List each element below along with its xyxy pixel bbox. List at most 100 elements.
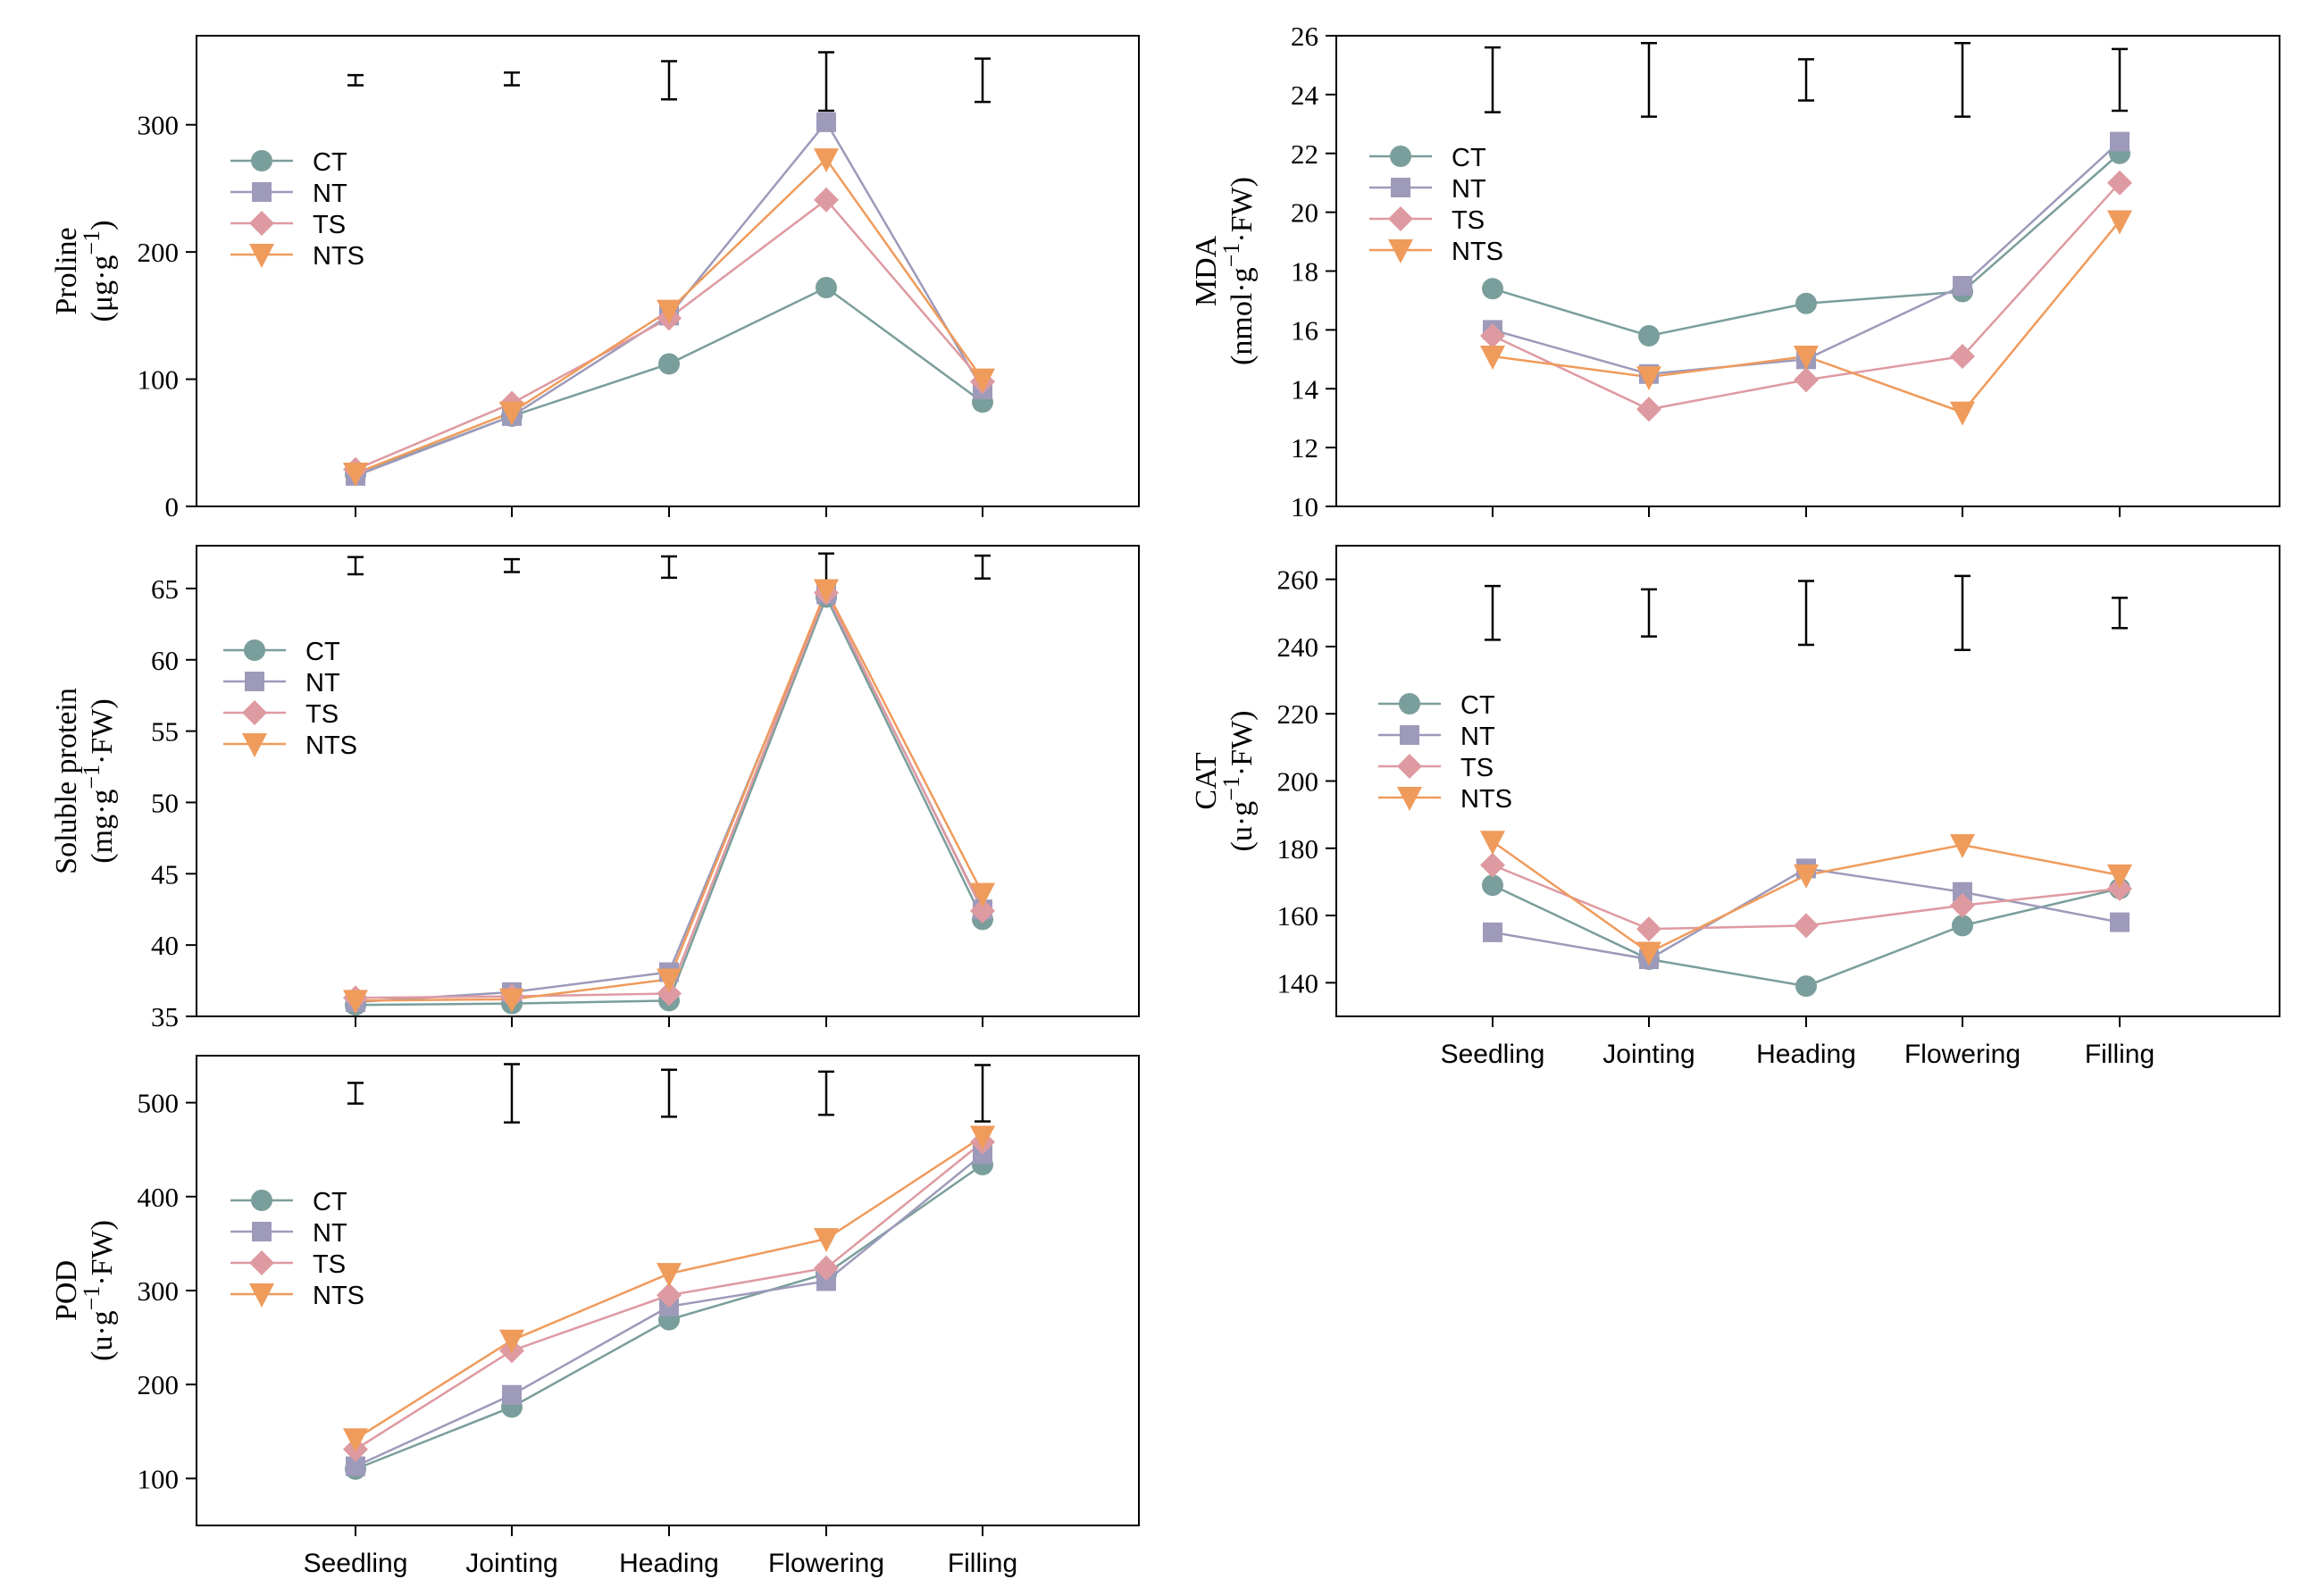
pod-y-axis-label: POD(u·g−1·FW) — [50, 1220, 119, 1361]
data-point-ts-heading — [1794, 367, 1819, 393]
mda-y-axis-label-line1: MDA — [1190, 235, 1223, 306]
cat-y-axis-label-line1: CAT — [1190, 752, 1223, 809]
x-tick-label-jointing: Jointing — [1602, 1040, 1694, 1069]
legend-item-nts: NTS — [1369, 238, 1503, 266]
legend-marker — [249, 1283, 274, 1308]
x-tick-label-filling: Filling — [2085, 1040, 2155, 1069]
error-bar-flowering — [818, 51, 834, 113]
legend-item-ct: CT — [1378, 691, 1495, 720]
mda-series — [1480, 131, 2132, 426]
data-point-nt-filling — [2110, 912, 2129, 932]
data-point-nts-jointing — [499, 988, 524, 1013]
pod-x-axis-labels: Seedling Jointing Heading Flowering Filling — [304, 1549, 1018, 1578]
y-tick-label: 45 — [151, 858, 179, 890]
error-bar-flowering — [818, 1070, 834, 1116]
error-bar-seedling — [1485, 46, 1501, 113]
chart-soluble-protein: 35 40 45 50 55 60 65 Soluble protein (mg·g−1·FW)… — [50, 545, 1140, 1032]
error-bar-filling — [975, 554, 991, 580]
data-point-nts-heading — [657, 1263, 682, 1288]
legend-label: NTS — [313, 242, 364, 271]
data-point-ts-filling — [2107, 170, 2132, 196]
data-point-ts-jointing — [1636, 916, 1661, 942]
legend-item-nt: NT — [230, 1219, 347, 1248]
y-tick-label: 140 — [1277, 967, 1319, 999]
pod-y-axis-label-line2: (u·g−1·FW) — [79, 1220, 119, 1361]
y-tick-label: 400 — [138, 1182, 180, 1213]
cat-x-axis-labels: Seedling Jointing Heading Flowering Filling — [1441, 1040, 2155, 1069]
legend-label: CT — [313, 148, 347, 177]
x-tick-label-heading: Heading — [1756, 1040, 1856, 1069]
data-point-ts-heading — [657, 1283, 682, 1308]
data-point-nt-flowering — [1953, 882, 1972, 902]
legend-label: NTS — [1452, 238, 1503, 266]
data-point-nts-seedling — [1480, 346, 1505, 371]
data-point-nt-flowering — [816, 1271, 836, 1291]
data-point-nts-filling — [970, 368, 995, 393]
mda-y-axis: 10 12 14 16 18 20 22 24 26 — [1291, 21, 1336, 522]
data-point-nts-seedling — [343, 1428, 368, 1453]
data-point-nts-flowering — [1950, 401, 1975, 426]
legend-item-nts: NTS — [1378, 785, 1512, 814]
data-point-nts-heading — [1794, 346, 1819, 371]
data-point-ct-heading — [1795, 975, 1817, 998]
data-point-nts-filling — [2107, 210, 2132, 235]
proline-y-axis-label-line1: Proline — [50, 227, 83, 314]
data-point-ts-flowering — [1950, 892, 1975, 918]
legend-label: NT — [313, 180, 347, 208]
data-point-nts-jointing — [499, 1329, 524, 1354]
data-point-ts-seedling — [1480, 322, 1505, 348]
x-tick-label-flowering: Flowering — [768, 1549, 884, 1578]
data-point-nts-heading — [657, 968, 682, 993]
y-tick-label: 240 — [1277, 631, 1319, 663]
y-tick-label: 60 — [151, 645, 179, 676]
legend-label: TS — [1452, 206, 1485, 235]
y-tick-label: 65 — [151, 573, 179, 605]
y-tick-label: 0 — [165, 491, 180, 522]
soluble-protein-series — [343, 579, 995, 1016]
soluble-protein-plot-frame — [196, 545, 1140, 1017]
legend-item-nts: NTS — [230, 1282, 364, 1310]
legend-item-ts: TS — [223, 700, 339, 729]
legend-marker — [1399, 693, 1420, 714]
y-tick-label: 300 — [138, 110, 180, 141]
soluble-protein-y-axis: 35 40 45 50 55 60 65 — [151, 573, 197, 1032]
legend-marker — [249, 1250, 274, 1275]
y-tick-label: 18 — [1291, 256, 1318, 288]
proline-y-axis-label: Proline (μg·g−1) — [50, 221, 119, 322]
legend-marker — [1388, 206, 1413, 231]
y-tick-label: 22 — [1291, 138, 1318, 170]
data-point-nts-heading — [657, 299, 682, 324]
legend-label: CT — [1460, 691, 1495, 720]
legend-label: TS — [1460, 754, 1494, 782]
legend-marker — [244, 639, 265, 661]
error-bar-filling — [2112, 597, 2128, 630]
proline-series — [343, 112, 995, 487]
legend-item-ct: CT — [230, 1188, 347, 1216]
data-point-ts-flowering — [814, 1255, 839, 1281]
y-tick-label: 100 — [138, 364, 180, 396]
data-point-nts-filling — [970, 882, 995, 907]
error-bar-seedling — [347, 73, 364, 87]
data-point-nts-seedling — [343, 462, 368, 487]
pod-series — [343, 1125, 995, 1480]
data-point-nt-jointing — [502, 1384, 522, 1405]
legend-item-ts: TS — [230, 1250, 346, 1279]
legend-label: NT — [1460, 723, 1495, 751]
legend-label: CT — [1452, 144, 1486, 172]
data-point-nts-jointing — [499, 401, 524, 426]
data-point-nts-flowering — [814, 579, 839, 604]
data-point-nts-jointing — [1636, 366, 1661, 391]
soluble-protein-error-bars — [347, 552, 991, 582]
cat-series — [1480, 831, 2132, 998]
error-bar-filling — [2112, 47, 2128, 113]
legend-label: NTS — [313, 1282, 364, 1310]
legend-item-ts: TS — [1378, 754, 1494, 782]
error-bar-flowering — [1954, 41, 1970, 118]
legend-label: NTS — [1460, 785, 1512, 814]
y-tick-label: 14 — [1291, 373, 1319, 405]
y-tick-label: 20 — [1291, 197, 1318, 229]
mda-y-axis-label-line2: (nmol·g−1·FW) — [1218, 177, 1259, 365]
y-tick-label: 200 — [1277, 766, 1319, 798]
